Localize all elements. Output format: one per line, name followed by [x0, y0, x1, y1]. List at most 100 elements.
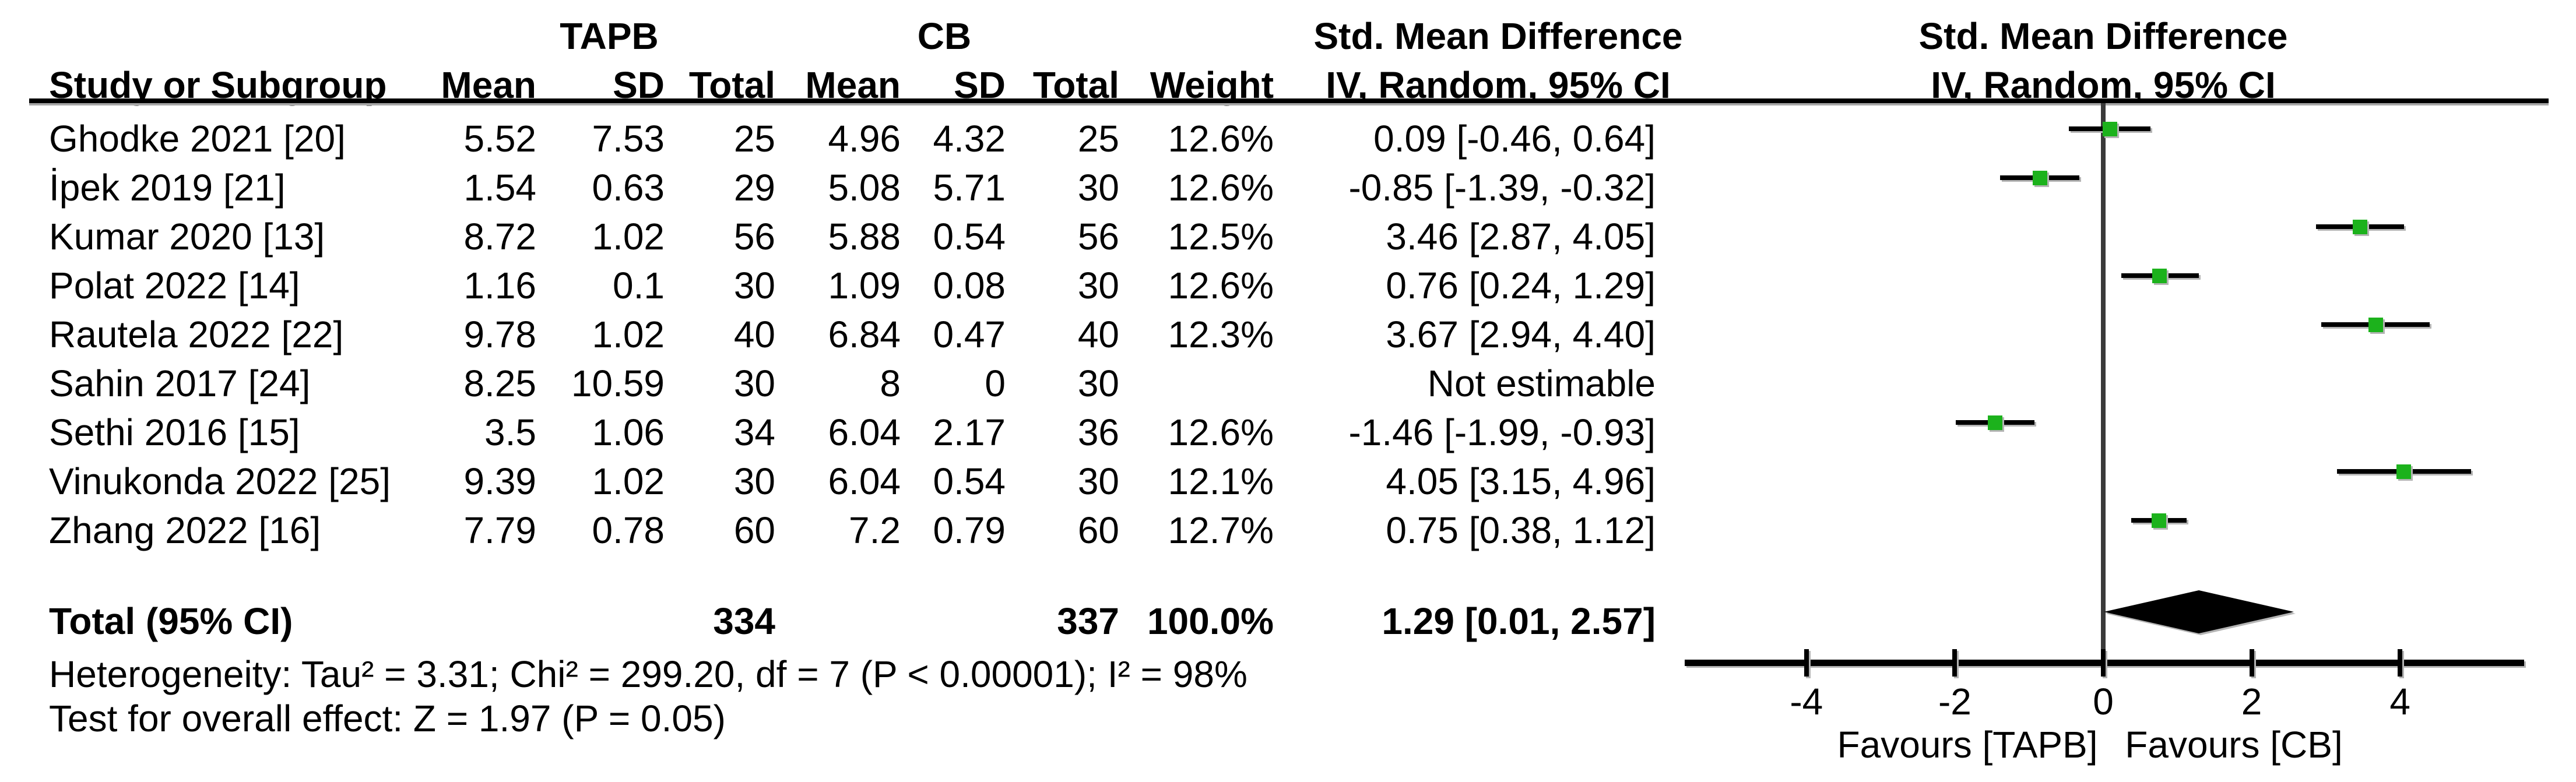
weight-value: 12.6%: [1168, 411, 1274, 453]
study-label: Sahin 2017 [24]: [49, 362, 311, 404]
weight-value: 12.6%: [1168, 167, 1274, 209]
cb-mean-value: 6.04: [828, 411, 901, 453]
cb-mean-value: 5.08: [828, 167, 901, 209]
cb-mean-value: 7.2: [849, 509, 901, 551]
tapb-total-value: 30: [733, 460, 775, 502]
cb-total-value: 30: [1077, 167, 1119, 209]
effect-point-square: [2396, 464, 2412, 479]
cb-sd-value: 0.08: [933, 265, 1006, 307]
tapb-mean-value: 5.52: [463, 118, 536, 160]
tapb-mean-value: 8.25: [463, 362, 536, 404]
x-axis-tick: [2398, 649, 2403, 677]
cb-total-value: 30: [1077, 362, 1119, 404]
cb-mean-value: 6.84: [828, 313, 901, 355]
ci-value: Not estimable: [1427, 362, 1656, 404]
weight-value: 12.6%: [1168, 265, 1274, 307]
study-label: Kumar 2020 [13]: [49, 216, 325, 258]
group-header-cb: CB: [917, 15, 972, 57]
column-header-cb-sd: SD: [954, 64, 1006, 106]
ci-value: 0.09 [-0.46, 0.64]: [1373, 118, 1656, 160]
x-axis-tick-label: -4: [1790, 681, 1823, 723]
effect-point-square: [2152, 268, 2167, 283]
ci-value: -1.46 [-1.99, -0.93]: [1348, 411, 1656, 453]
favours-left-label: Favours [TAPB]: [1837, 724, 2098, 766]
tapb-total-value: 34: [733, 411, 775, 453]
study-label: İpek 2019 [21]: [49, 167, 286, 209]
weight-value: 12.6%: [1168, 118, 1274, 160]
ci-value: 3.67 [2.94, 4.40]: [1386, 313, 1656, 355]
cb-total-value: 36: [1077, 411, 1119, 453]
cb-total-value: 30: [1077, 265, 1119, 307]
cb-sd-value: 0.54: [933, 216, 1006, 258]
cb-mean-value: 8: [880, 362, 901, 404]
plot-header-line1: Std. Mean Difference: [1918, 15, 2288, 57]
cb-sd-value: 0.47: [933, 313, 1006, 355]
cb-total-value: 30: [1077, 460, 1119, 502]
weight-value: 12.3%: [1168, 313, 1274, 355]
column-header-tapb-total: Total: [688, 64, 775, 106]
tapb-sd-value: 10.59: [571, 362, 665, 404]
tapb-mean-value: 8.72: [463, 216, 536, 258]
study-label: Zhang 2022 [16]: [49, 509, 321, 551]
tapb-total-value: 25: [733, 118, 775, 160]
tapb-sd-value: 1.06: [592, 411, 665, 453]
x-axis-tick: [2249, 649, 2254, 677]
tapb-total-value: 29: [733, 167, 775, 209]
ci-value: 3.46 [2.87, 4.05]: [1386, 216, 1656, 258]
weight-value: 12.5%: [1168, 216, 1274, 258]
summary-diamond: [2104, 590, 2296, 635]
tapb-sd-value: 0.63: [592, 167, 665, 209]
x-axis-tick: [2101, 649, 2106, 677]
ci-value: 0.75 [0.38, 1.12]: [1386, 509, 1656, 551]
cb-mean-value: 4.96: [828, 118, 901, 160]
weight-value: 12.1%: [1168, 460, 1274, 502]
effect-point-square: [2033, 170, 2048, 185]
tapb-sd-value: 7.53: [592, 118, 665, 160]
x-axis-tick-label: 2: [2241, 681, 2262, 723]
favours-right-label: Favours [CB]: [2125, 724, 2343, 766]
tapb-total-value: 30: [733, 265, 775, 307]
study-label: Polat 2022 [14]: [49, 265, 300, 307]
tapb-total-value: 56: [733, 216, 775, 258]
tapb-mean-value: 7.79: [463, 509, 536, 551]
group-header-tapb: TAPB: [560, 15, 659, 57]
tapb-total-value: 30: [733, 362, 775, 404]
x-axis-tick: [1804, 649, 1809, 677]
cb-total-value: 60: [1077, 509, 1119, 551]
tapb-sd-value: 0.1: [613, 265, 665, 307]
study-label: Vinukonda 2022 [25]: [49, 460, 391, 502]
tapb-mean-value: 9.39: [463, 460, 536, 502]
study-label: Sethi 2016 [15]: [49, 411, 300, 453]
column-header-cb-total: Total: [1032, 64, 1119, 106]
overall-effect-note: Test for overall effect: Z = 1.97 (P = 0…: [49, 698, 726, 739]
tapb-sd-value: 1.02: [592, 216, 665, 258]
effect-point-square: [2151, 513, 2166, 528]
study-label: Rautela 2022 [22]: [49, 313, 344, 355]
cb-mean-value: 6.04: [828, 460, 901, 502]
ci-value: 0.76 [0.24, 1.29]: [1386, 265, 1656, 307]
total-cb-total-value: 337: [1057, 600, 1119, 642]
study-label: Ghodke 2021 [20]: [49, 118, 346, 160]
tapb-sd-value: 1.02: [592, 460, 665, 502]
column-header-tapb-mean: Mean: [441, 64, 536, 106]
cb-mean-value: 5.88: [828, 216, 901, 258]
cb-total-value: 56: [1077, 216, 1119, 258]
total-label: Total (95% CI): [49, 600, 293, 642]
tapb-mean-value: 3.5: [484, 411, 536, 453]
zero-reference-line: [2101, 103, 2106, 663]
tapb-mean-value: 9.78: [463, 313, 536, 355]
tapb-sd-value: 1.02: [592, 313, 665, 355]
tapb-mean-value: 1.16: [463, 265, 536, 307]
effect-header-line2: IV, Random, 95% CI: [1326, 64, 1671, 106]
column-header-cb-mean: Mean: [805, 64, 901, 106]
cb-total-value: 40: [1077, 313, 1119, 355]
tapb-total-value: 60: [733, 509, 775, 551]
cb-sd-value: 5.71: [933, 167, 1006, 209]
column-header-tapb-sd: SD: [613, 64, 665, 106]
plot-header-line2: IV, Random, 95% CI: [1931, 64, 2276, 106]
x-axis-tick: [1952, 649, 1958, 677]
effect-header-line1: Std. Mean Difference: [1313, 15, 1683, 57]
total-weight-value: 100.0%: [1147, 600, 1274, 642]
weight-value: 12.7%: [1168, 509, 1274, 551]
